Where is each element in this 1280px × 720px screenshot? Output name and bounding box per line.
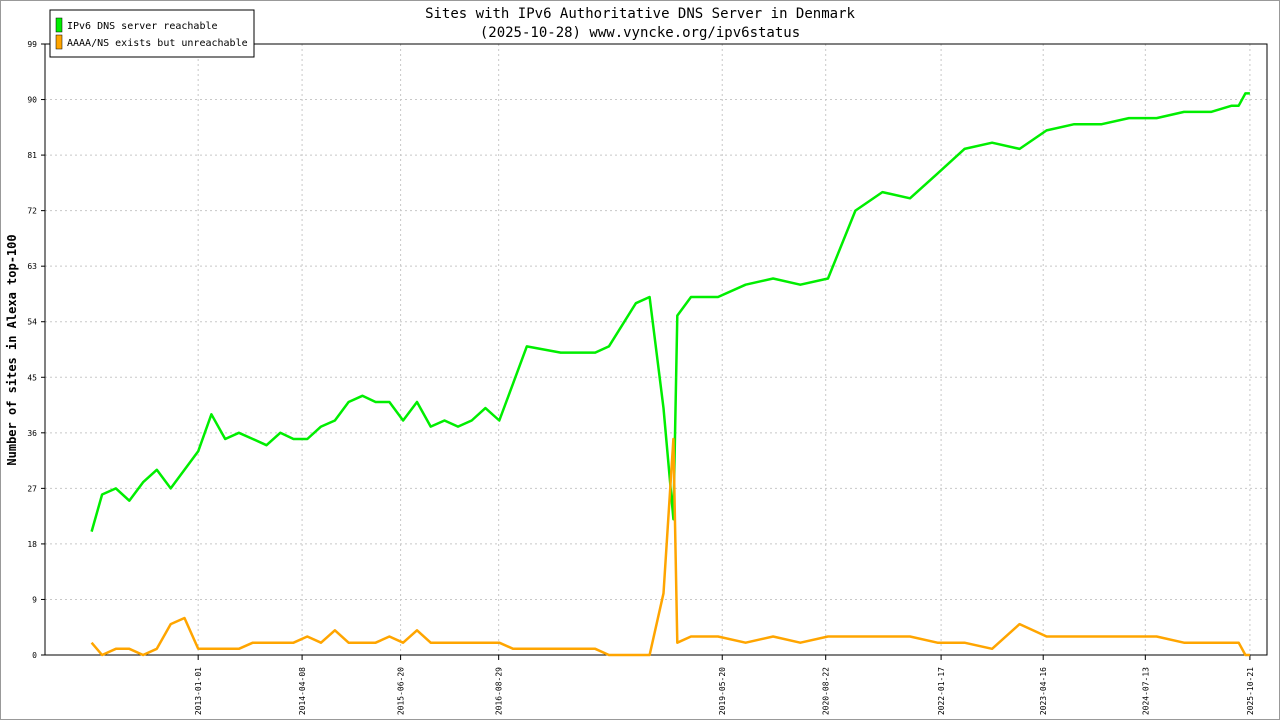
y-tick-label: 63: [27, 262, 37, 271]
y-tick-label: 0: [32, 651, 37, 660]
chart-title: Sites with IPv6 Authoritative DNS Server…: [425, 6, 855, 22]
x-tick-label: 2023-04-16: [1039, 667, 1048, 715]
y-tick-label: 81: [27, 151, 37, 160]
legend-label: IPv6 DNS server reachable: [67, 21, 218, 32]
x-tick-label: 2013-01-01: [194, 667, 203, 715]
chart-subtitle: (2025-10-28) www.vyncke.org/ipv6status: [480, 25, 800, 41]
y-tick-label: 36: [27, 429, 37, 438]
legend-box: [49, 9, 255, 58]
y-tick-label: 72: [27, 207, 37, 216]
x-tick-label: 2024-07-13: [1141, 667, 1150, 715]
x-tick-label: 2015-06-20: [397, 667, 406, 715]
series-line: [90, 437, 1250, 657]
legend-label: AAAA/NS exists but unreachable: [67, 38, 248, 49]
x-tick-label: 2016-08-29: [495, 667, 504, 715]
legend-swatch: [55, 34, 63, 50]
legend-swatch: [55, 17, 63, 33]
y-tick-label: 90: [27, 96, 37, 105]
y-axis-label: Number of sites in Alexa top-100: [5, 234, 19, 465]
x-tick-label: 2020-08-22: [822, 667, 831, 715]
x-tick-label: 2022-01-17: [937, 667, 946, 715]
y-tick-label: 9: [32, 595, 37, 604]
y-tick-label: 99: [27, 40, 37, 49]
y-tick-label: 18: [27, 540, 37, 549]
plot-border: [44, 43, 1268, 656]
x-tick-label: 2019-05-20: [718, 667, 727, 715]
x-tick-label: 2025-10-21: [1246, 667, 1255, 715]
y-tick-label: 27: [27, 484, 37, 493]
y-tick-label: 54: [27, 318, 37, 327]
x-tick-label: 2014-04-08: [298, 667, 307, 715]
series-line: [90, 92, 1250, 532]
y-tick-label: 45: [27, 373, 37, 382]
